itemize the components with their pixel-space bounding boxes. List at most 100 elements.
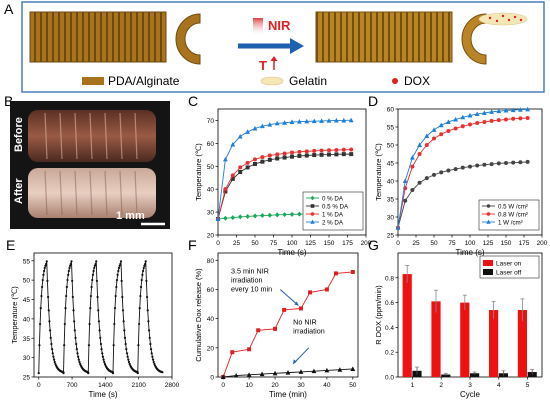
- data-point: [115, 285, 118, 289]
- data-point: [319, 148, 324, 153]
- data-point: [223, 215, 228, 221]
- legend-label: 0.5 % DA: [322, 204, 349, 211]
- bar: [431, 301, 441, 377]
- data-point: [65, 294, 68, 298]
- panel-d-letter: D: [368, 93, 378, 109]
- data-point: [417, 180, 422, 185]
- data-point: [101, 355, 105, 358]
- data-point: [75, 342, 78, 346]
- x-tick-label: 75: [270, 240, 278, 247]
- data-point: [511, 116, 516, 121]
- data-point: [91, 278, 94, 282]
- x-axis-label: Time (s): [455, 248, 484, 257]
- data-point: [48, 329, 52, 332]
- y-tick-label: 40: [207, 316, 215, 323]
- data-point: [67, 273, 70, 276]
- data-point: [103, 360, 106, 364]
- legend-label: 1 % DA: [322, 212, 344, 219]
- data-point: [267, 212, 273, 218]
- data-point: [77, 355, 80, 358]
- data-point: [511, 160, 516, 165]
- data-point: [69, 264, 72, 267]
- data-point: [432, 172, 436, 177]
- data-point: [127, 360, 131, 364]
- data-point: [149, 342, 152, 346]
- x-tick-label: 2: [439, 382, 443, 389]
- data-point: [88, 322, 91, 326]
- panel-c-letter: C: [188, 93, 198, 109]
- data-point: [51, 352, 54, 355]
- legend-swatch: [483, 269, 493, 275]
- legend-marker: [310, 204, 315, 208]
- data-point: [348, 117, 354, 123]
- x-tick-label: 50: [349, 382, 357, 389]
- data-point: [304, 118, 310, 124]
- chart-e: 25 30 35 40 45 50 55 0 700 1400 2100 2800 Time (s) Te…: [10, 252, 180, 399]
- data-point: [53, 360, 56, 364]
- data-point: [297, 211, 302, 217]
- legend-label: 0.5 W /cm²: [498, 204, 528, 211]
- data-point: [275, 156, 280, 161]
- photo-after-ridges: [44, 170, 138, 216]
- data-point: [76, 352, 79, 355]
- legend-marker: [310, 195, 315, 201]
- data-point: [468, 164, 472, 169]
- data-point: [143, 262, 147, 266]
- data-point: [327, 152, 331, 157]
- data-point: [113, 322, 116, 326]
- data-point: [139, 294, 142, 298]
- data-point: [431, 127, 437, 132]
- y-tick-label: 40: [23, 316, 31, 323]
- x-tick-label: 125: [483, 240, 494, 247]
- data-point: [304, 149, 309, 154]
- data-point: [260, 159, 265, 164]
- data-point: [260, 213, 265, 219]
- x-axis-label: Time (s): [88, 390, 117, 399]
- y-tick-label: 80: [207, 258, 215, 265]
- y-tick-label: 40: [207, 187, 215, 194]
- chart-g: 0.0 0.2 0.4 0.6 0.8 Cycle R DOX (ppm/min) 1 2 3 4 5…: [374, 252, 543, 399]
- y-tick-label: 25: [23, 375, 31, 382]
- y-tick-label: 30: [23, 355, 31, 362]
- y-tick-label: 0.8: [385, 275, 394, 282]
- data-point: [489, 162, 494, 167]
- data-point: [44, 264, 47, 267]
- data-point: [403, 198, 408, 203]
- data-point: [272, 370, 278, 376]
- x-axis-label: Cycle: [460, 390, 481, 399]
- data-point: [482, 119, 487, 124]
- data-point: [119, 260, 123, 263]
- data-point: [40, 285, 44, 289]
- data-point: [341, 147, 346, 152]
- data-point: [99, 342, 103, 346]
- data-point: [78, 360, 81, 364]
- panel-g: G 0.0 0.2 0.4 0.6 0.8 Cycle R DOX (ppm/min) 1 2 3…: [368, 237, 543, 399]
- data-point: [97, 309, 100, 312]
- data-point: [141, 273, 144, 276]
- y-axis-label: R DOX (ppm/min): [374, 285, 383, 345]
- data-point: [39, 306, 42, 310]
- data-point: [245, 129, 250, 134]
- data-point: [230, 173, 235, 178]
- data-point: [117, 269, 120, 273]
- data-point: [127, 358, 130, 361]
- data-point: [467, 112, 473, 118]
- x-tick-label: 40: [323, 382, 331, 389]
- data-point: [118, 264, 121, 267]
- data-point: [518, 116, 523, 121]
- panel-a-letter: A: [4, 1, 14, 17]
- bar: [470, 373, 480, 377]
- data-point: [252, 125, 258, 131]
- data-point: [223, 189, 228, 194]
- y-tick-label: 50: [23, 278, 31, 285]
- data-point: [46, 279, 49, 282]
- data-point: [95, 279, 99, 282]
- data-point: [233, 372, 239, 378]
- data-point: [144, 260, 147, 263]
- tube-cross-section-after: [461, 13, 487, 65]
- annotation-text: No NIR: [293, 317, 317, 326]
- data-point: [446, 168, 451, 173]
- data-point: [349, 152, 354, 157]
